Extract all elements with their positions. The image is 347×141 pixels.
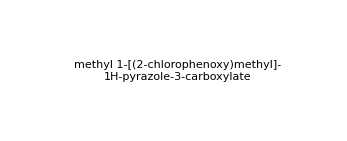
Text: methyl 1-[(2-chlorophenoxy)methyl]-
1H-pyrazole-3-carboxylate: methyl 1-[(2-chlorophenoxy)methyl]- 1H-p… <box>74 60 281 82</box>
